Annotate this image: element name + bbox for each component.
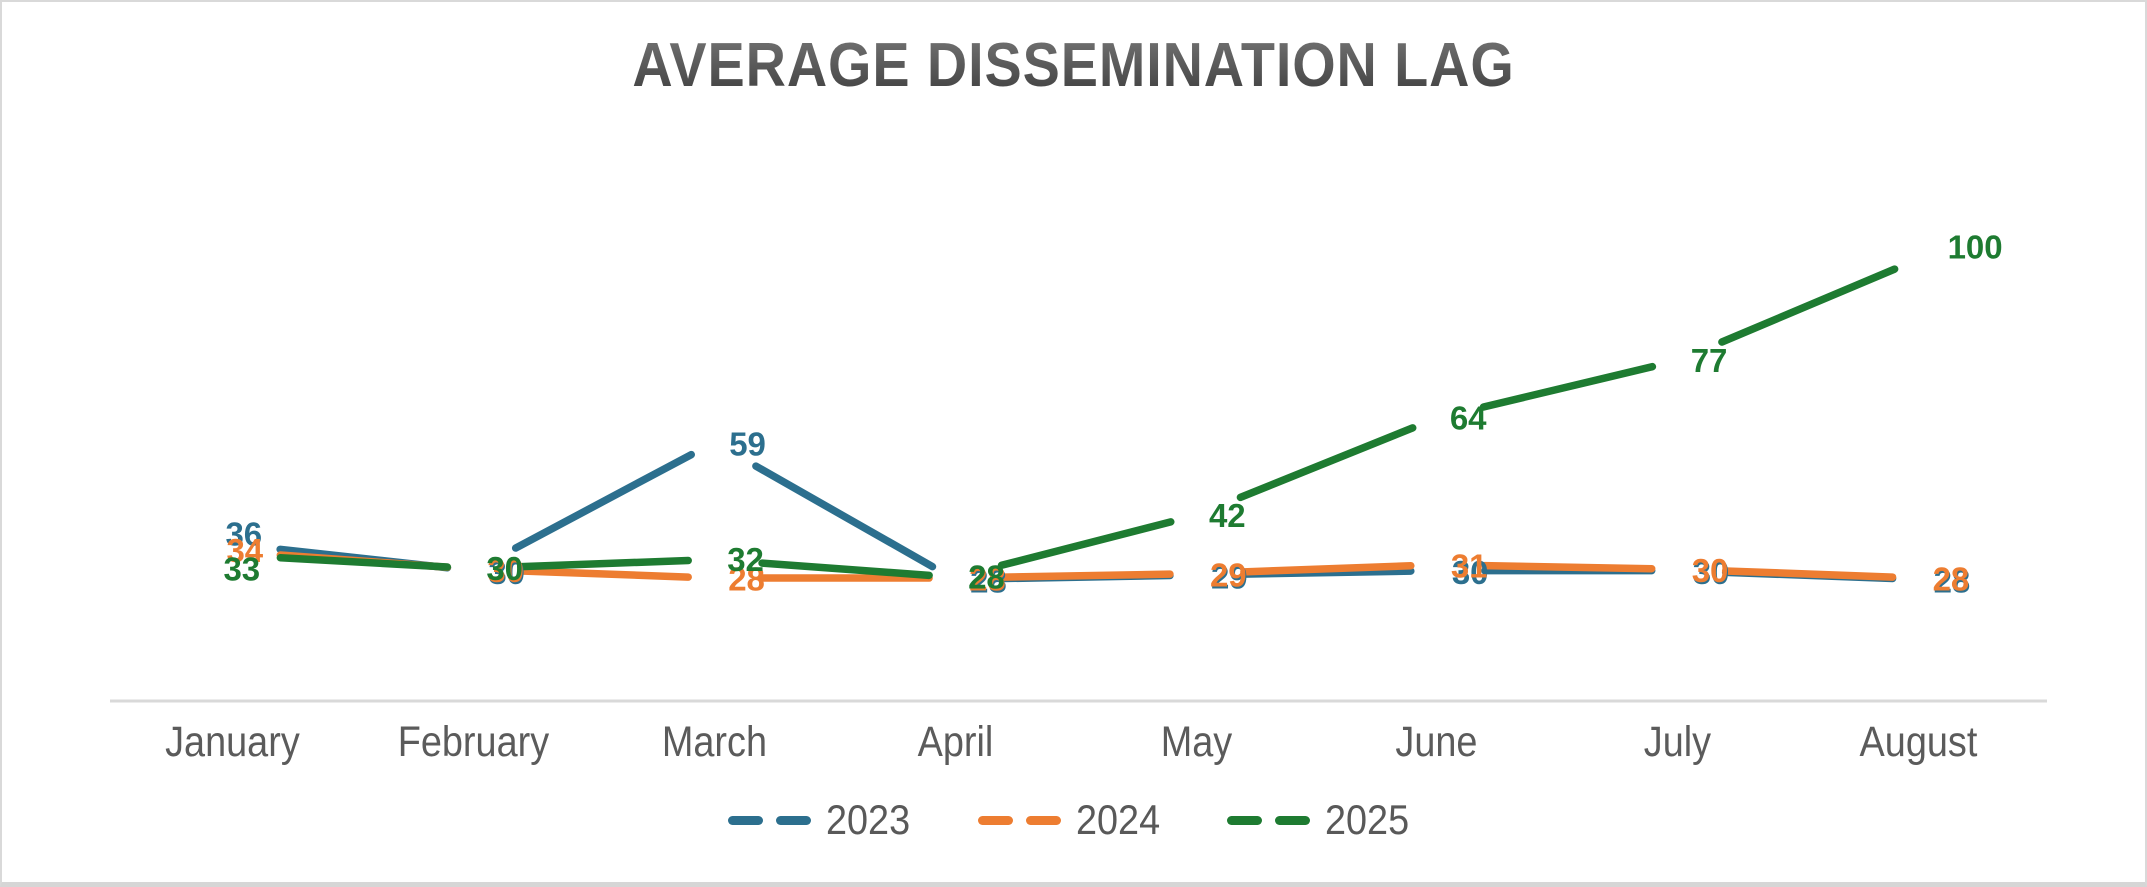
legend-item-2023[interactable]: 2023 xyxy=(728,796,919,844)
data-label-2023: 30 xyxy=(1452,554,1489,591)
legend-label: 2023 xyxy=(826,796,911,843)
legend-dash-icon xyxy=(776,815,812,825)
legend-item-2024[interactable]: 2024 xyxy=(977,796,1169,844)
x-axis-label-january: January xyxy=(165,718,300,766)
legend-label: 2025 xyxy=(1325,796,1410,843)
x-axis-label-april: April xyxy=(917,718,993,766)
data-label-2025: 42 xyxy=(1209,497,1246,534)
series-line-2025[interactable] xyxy=(758,559,933,580)
series-line-2024[interactable] xyxy=(1240,561,1415,576)
data-label-2023: 30 xyxy=(488,554,525,591)
series-line-2025[interactable] xyxy=(997,518,1175,570)
data-label-2024: 30 xyxy=(487,552,524,589)
data-label-2024: 28 xyxy=(969,561,1006,598)
data-label-2023: 29 xyxy=(1211,558,1248,595)
data-label-2025: 33 xyxy=(223,551,260,588)
series-line-2025[interactable] xyxy=(517,556,692,571)
data-label-2023: 30 xyxy=(1693,554,1730,591)
series-line-2024[interactable] xyxy=(999,570,1174,581)
data-label-2024: 28 xyxy=(1933,561,1970,598)
data-label-2023: 36 xyxy=(225,515,262,552)
legend-dash-icon xyxy=(977,815,1013,825)
series-line-2025[interactable] xyxy=(276,554,452,571)
legend-label: 2024 xyxy=(1075,796,1160,843)
data-label-2025: 30 xyxy=(486,550,523,587)
data-label-2023: 59 xyxy=(729,426,766,463)
data-label-2024: 30 xyxy=(1692,552,1729,589)
x-axis-label-march: March xyxy=(661,718,767,766)
data-label-2024: 29 xyxy=(1210,556,1247,593)
data-label-2025: 32 xyxy=(727,541,764,578)
x-axis-label-may: May xyxy=(1160,718,1232,766)
series-line-2023[interactable] xyxy=(752,462,937,571)
x-axis-label-july: July xyxy=(1644,718,1712,766)
series-line-2024[interactable] xyxy=(1481,561,1656,573)
x-axis-label-august: August xyxy=(1859,718,1978,766)
series-line-2024[interactable] xyxy=(1721,567,1897,581)
x-axis-label-february: February xyxy=(397,718,550,766)
chart-title: AVERAGE DISSEMINATION LAG xyxy=(109,31,2038,100)
series-line-2023[interactable] xyxy=(511,450,695,552)
data-label-2024: 28 xyxy=(728,561,765,598)
data-label-2024: 34 xyxy=(226,532,263,569)
data-label-2023: 28 xyxy=(1934,563,1971,600)
series-line-2024[interactable] xyxy=(517,567,692,581)
data-label-2025: 77 xyxy=(1691,342,1728,379)
legend-dash-icon xyxy=(728,815,764,825)
series-line-2025[interactable] xyxy=(1718,265,1899,346)
legend-dash-icon xyxy=(1227,815,1263,825)
series-line-2025[interactable] xyxy=(1236,424,1417,502)
data-label-2025: 28 xyxy=(968,559,1005,596)
legend-item-2025[interactable]: 2025 xyxy=(1227,796,1418,844)
data-label-2025: 100 xyxy=(1948,229,2003,266)
legend-dash-icon xyxy=(1025,815,1061,825)
legend: 2023 2024 2025 xyxy=(2,796,2145,844)
legend-dash-icon xyxy=(1275,815,1311,825)
data-label-2024: 31 xyxy=(1451,547,1488,584)
data-label-2025: 64 xyxy=(1450,400,1487,437)
data-label-2023: 28 xyxy=(970,563,1007,600)
series-line-2025[interactable] xyxy=(1479,362,1657,411)
x-axis-label-june: June xyxy=(1395,718,1478,766)
